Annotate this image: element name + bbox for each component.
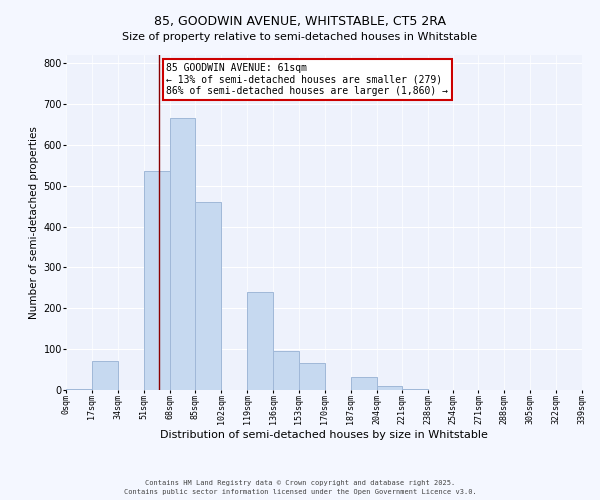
Bar: [350, 376, 377, 390]
Text: 85 GOODWIN AVENUE: 61sqm
← 13% of semi-detached houses are smaller (279)
86% of : 85 GOODWIN AVENUE: 61sqm ← 13% of semi-d…: [166, 63, 448, 96]
X-axis label: Distribution of semi-detached houses by size in Whitstable: Distribution of semi-detached houses by …: [160, 430, 488, 440]
Y-axis label: Number of semi-detached properties: Number of semi-detached properties: [29, 126, 39, 319]
Text: Contains HM Land Registry data © Crown copyright and database right 2025.
Contai: Contains HM Land Registry data © Crown c…: [124, 480, 476, 495]
Text: Size of property relative to semi-detached houses in Whitstable: Size of property relative to semi-detach…: [122, 32, 478, 42]
Bar: [143, 172, 170, 390]
Bar: [196, 202, 221, 390]
Bar: [92, 362, 118, 390]
Text: 85, GOODWIN AVENUE, WHITSTABLE, CT5 2RA: 85, GOODWIN AVENUE, WHITSTABLE, CT5 2RA: [154, 15, 446, 28]
Bar: [273, 351, 299, 390]
Bar: [170, 118, 196, 390]
Bar: [247, 292, 273, 390]
Bar: [403, 389, 428, 390]
Bar: [377, 386, 403, 390]
Bar: [66, 389, 92, 390]
Bar: [299, 364, 325, 390]
